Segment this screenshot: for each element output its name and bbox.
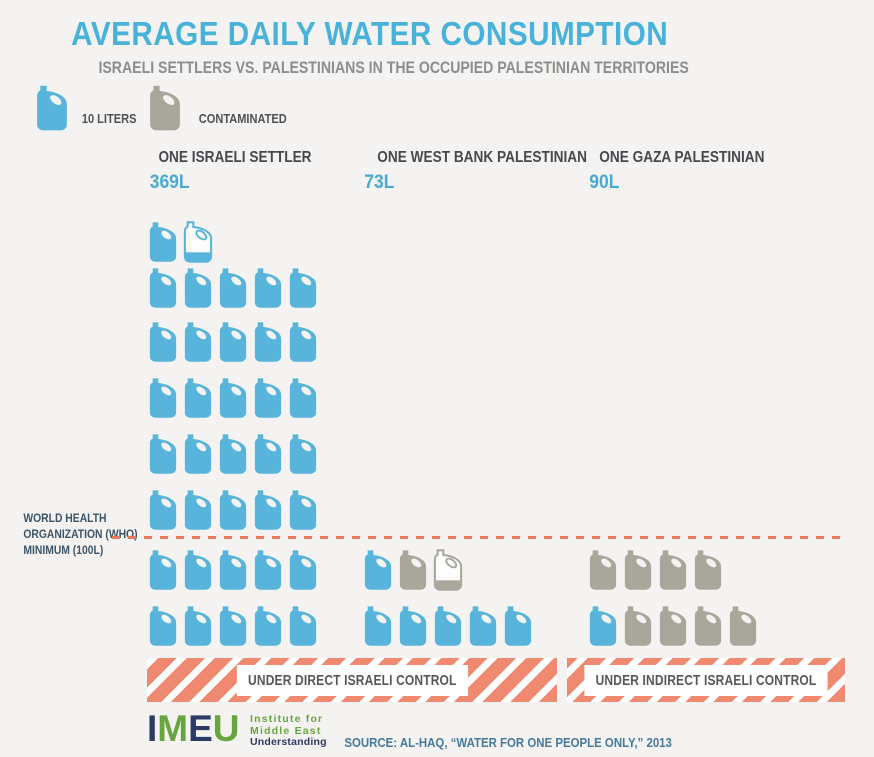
jug-icon-blue	[218, 267, 248, 309]
tagline-line1: Institute for	[250, 713, 324, 725]
jug-icon-blue	[288, 377, 318, 419]
jug-icon-blue	[288, 267, 318, 309]
jug-icon-gray	[658, 605, 688, 647]
jug-icon-gray-partial	[433, 549, 463, 591]
logo-letter-i: I	[147, 708, 158, 749]
jug-icon-blue	[288, 489, 318, 531]
page-subtitle: ISRAELI SETTLERS VS. PALESTINIANS IN THE…	[98, 58, 689, 77]
jug-icon-blue	[183, 489, 213, 531]
jug-icon-blue	[148, 433, 178, 475]
jug-icon-blue	[148, 489, 178, 531]
jug-icon-blue	[588, 605, 618, 647]
jug-icon-blue	[433, 605, 463, 647]
jug-icon-blue	[183, 605, 213, 647]
column-header-west-bank-palestinian: ONE WEST BANK PALESTINIAN	[377, 149, 587, 166]
jug-icon-gray	[623, 549, 653, 591]
who-label-line2: ORGANIZATION (WHO)	[23, 529, 138, 541]
jug-icon-blue	[253, 605, 283, 647]
jug-icon-blue	[148, 321, 178, 363]
jug-icon-blue-partial	[183, 221, 213, 263]
banner-direct-israeli-control: UNDER DIRECT ISRAELI CONTROL	[147, 658, 557, 702]
column-value-gaza-palestinian: 90L	[589, 172, 620, 193]
jug-icon-blue	[363, 549, 393, 591]
banner-indirect-label: UNDER INDIRECT ISRAELI CONTROL	[584, 664, 828, 696]
column-header-israeli-settler: ONE ISRAELI SETTLER	[158, 149, 312, 166]
who-label-line3: MINIMUM (100L)	[23, 545, 104, 557]
who-minimum-label: WORLD HEALTH ORGANIZATION (WHO) MINIMUM …	[23, 511, 137, 559]
jug-icon-blue	[253, 267, 283, 309]
jug-icon-blue	[183, 377, 213, 419]
logo-letter-u: U	[212, 708, 240, 749]
logo-letter-e: E	[188, 708, 213, 749]
jug-icon-gray	[658, 549, 688, 591]
jug-icon-blue	[183, 549, 213, 591]
jug-icon-blue	[148, 221, 178, 263]
jug-icon-blue	[218, 549, 248, 591]
jug-icon-blue	[253, 321, 283, 363]
jug-icon-blue	[183, 433, 213, 475]
jug-icon-blue	[363, 605, 393, 647]
jug-icon-blue	[253, 433, 283, 475]
logo-letter-m: M	[157, 708, 189, 749]
tagline-line2: Middle East	[250, 724, 322, 737]
jug-icon-blue	[148, 605, 178, 647]
imeu-logo: IMEU	[147, 708, 240, 750]
jug-icon-blue	[218, 377, 248, 419]
jug-icon-blue	[218, 433, 248, 475]
jug-icon-blue	[468, 605, 498, 647]
jug-icon-blue	[218, 321, 248, 363]
jug-icon-blue	[183, 267, 213, 309]
jug-icon-blue	[218, 489, 248, 531]
column-value-israeli-settler: 369L	[149, 172, 190, 193]
water-jug-blue-icon	[35, 84, 69, 132]
jug-icon-blue	[148, 377, 178, 419]
jug-icon-blue	[148, 549, 178, 591]
jug-icon-gray	[693, 605, 723, 647]
legend-label-10-liters: 10 LITERS	[81, 111, 137, 126]
banner-direct-label: UNDER DIRECT ISRAELI CONTROL	[236, 664, 468, 696]
jug-icon-blue	[253, 489, 283, 531]
legend-label-contaminated: CONTAMINATED	[198, 111, 287, 126]
jug-icon-blue	[183, 321, 213, 363]
water-jug-contaminated-icon	[148, 84, 182, 132]
who-minimum-dashed-line	[112, 536, 845, 539]
jug-icon-blue	[503, 605, 533, 647]
jug-icon-gray	[728, 605, 758, 647]
jug-icon-blue	[288, 549, 318, 591]
tagline-line3: Understanding	[250, 736, 327, 748]
jug-icon-blue	[288, 605, 318, 647]
jug-icon-blue	[253, 377, 283, 419]
banner-indirect-israeli-control: UNDER INDIRECT ISRAELI CONTROL	[567, 658, 845, 702]
imeu-logo-tagline: Institute for Middle East Understanding	[250, 713, 327, 749]
page-title: AVERAGE DAILY WATER CONSUMPTION	[71, 15, 669, 52]
who-label-line1: WORLD HEALTH	[23, 513, 107, 525]
jug-icon-blue	[218, 605, 248, 647]
jug-icon-gray	[693, 549, 723, 591]
source-citation: SOURCE: AL-HAQ, “WATER FOR ONE PEOPLE ON…	[344, 735, 672, 750]
jug-icon-blue	[148, 267, 178, 309]
jug-icon-gray	[623, 605, 653, 647]
jug-icon-gray	[398, 549, 428, 591]
column-header-gaza-palestinian: ONE GAZA PALESTINIAN	[599, 149, 765, 166]
jug-icon-blue	[288, 433, 318, 475]
jug-icon-gray	[588, 549, 618, 591]
jug-icon-blue	[253, 549, 283, 591]
jug-icon-blue	[398, 605, 428, 647]
column-value-west-bank-palestinian: 73L	[364, 172, 395, 193]
jug-icon-blue	[288, 321, 318, 363]
